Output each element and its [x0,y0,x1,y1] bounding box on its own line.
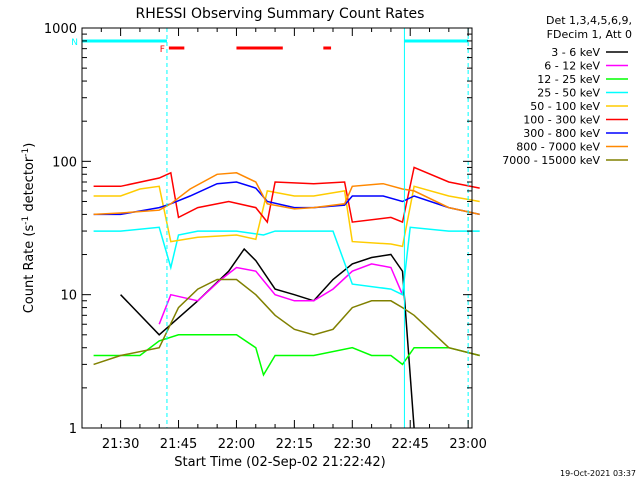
y-tick-label-3: 1000 [44,22,77,37]
legend-label-4: 50 - 100 keV [530,100,600,113]
y-axis: 1 10 100 1000 [44,22,472,437]
legend-label-1: 6 - 12 keV [544,60,600,73]
legend-label-6: 300 - 800 keV [523,127,600,140]
series-line-8 [93,278,480,366]
series-line-1 [158,263,404,325]
x-tick-label-0: 21:30 [102,437,139,452]
x-axis-label: Start Time (02-Sep-02 21:22:42) [174,455,385,470]
flags-layer: FN [71,38,469,55]
legend-label-2: 12 - 25 keV [537,73,600,86]
x-tick-label-1: 21:45 [160,437,197,452]
legend-label-0: 3 - 6 keV [551,46,600,59]
series-layer [93,166,480,429]
y-tick-label-0: 1 [69,422,77,437]
legend-header-2: FDecim 1, Att 0 [547,28,632,41]
series-line-2 [93,334,480,377]
footer-timestamp: 19-Oct-2021 03:37 [560,469,636,478]
x-tick-label-6: 23:00 [449,437,486,452]
legend-label-7: 800 - 7000 keV [516,141,600,154]
x-tick-label-2: 22:00 [218,437,255,452]
legend-label-3: 25 - 50 keV [537,87,600,100]
x-tick-label-3: 22:15 [276,437,313,452]
legend-header-1: Det 1,3,4,5,6,9, [546,14,632,27]
flag-label-0: F [160,45,165,55]
y-axis-label: Count Rate (s-1 detector-1) [21,143,37,314]
plot-frame [81,27,473,429]
flag-label-1: N [71,38,78,48]
x-tick-label-4: 22:30 [334,437,371,452]
y-tick-label-2: 100 [52,155,77,170]
x-tick-label-5: 22:45 [391,437,428,452]
y-tick-label-1: 10 [60,289,77,304]
legend-label-8: 7000 - 15000 keV [502,154,600,167]
series-line-3 [93,226,480,296]
legend-label-5: 100 - 300 keV [523,114,600,127]
chart-title: RHESSI Observing Summary Count Rates [136,6,425,22]
x-axis: 21:30 21:45 22:00 22:15 22:30 22:45 23:00 [100,28,487,452]
